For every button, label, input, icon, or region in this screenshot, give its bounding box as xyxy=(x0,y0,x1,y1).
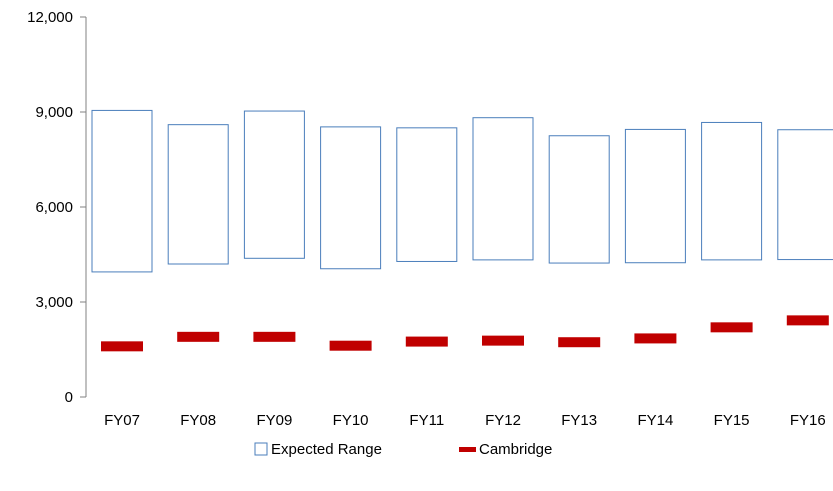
expected-range-bar xyxy=(624,128,686,264)
y-axis: 0 3,000 6,000 9,000 12,000 xyxy=(27,9,87,406)
legend-label-cambridge: Cambridge xyxy=(479,441,552,458)
x-axis: FY07 FY08 FY09 FY10 FY11 FY12 FY13 FY14 FY15 FY16 xyxy=(104,412,826,429)
x-tick-label: FY12 xyxy=(485,412,521,429)
cambridge-marker xyxy=(786,315,829,326)
y-tick-label: 6,000 xyxy=(35,199,73,216)
y-tick-label: 9,000 xyxy=(35,104,73,121)
expected-range-bar xyxy=(320,126,382,270)
legend-swatch-cambridge xyxy=(459,447,476,452)
x-tick-label: FY09 xyxy=(256,412,292,429)
cambridge-marker xyxy=(253,331,296,342)
y-tick-label: 12,000 xyxy=(27,9,73,26)
expected-range-bar xyxy=(472,117,534,261)
legend-label-expected-range: Expected Range xyxy=(271,441,382,458)
cambridge-marker xyxy=(482,335,524,346)
cambridge-marker xyxy=(405,336,448,347)
cambridge-marker xyxy=(710,322,753,333)
cambridge-marker xyxy=(101,341,143,352)
x-tick-label: FY14 xyxy=(637,412,673,429)
legend-swatch-expected-range xyxy=(254,442,268,456)
cambridge-marker xyxy=(558,337,601,348)
cambridge-marker xyxy=(177,331,220,342)
expected-range-bar xyxy=(167,124,229,265)
x-tick-label: FY13 xyxy=(561,412,597,429)
expected-range-bar xyxy=(396,127,458,262)
x-tick-label: FY16 xyxy=(790,412,826,429)
expected-range-bar xyxy=(777,129,833,261)
expected-range-bar xyxy=(548,135,610,264)
x-tick-label: FY11 xyxy=(409,412,444,429)
x-tick-label: FY15 xyxy=(714,412,750,429)
cambridge-series xyxy=(101,315,829,352)
expected-range-series xyxy=(91,109,833,273)
cambridge-marker xyxy=(329,340,372,351)
cambridge-marker xyxy=(634,333,677,344)
x-tick-label: FY07 xyxy=(104,412,140,429)
expected-range-bar xyxy=(243,110,305,259)
expected-range-bar xyxy=(91,109,153,273)
legend: Expected Range Cambridge xyxy=(254,441,552,458)
y-tick-label: 3,000 xyxy=(35,294,73,311)
y-tick-label: 0 xyxy=(65,389,73,406)
x-tick-label: FY08 xyxy=(180,412,216,429)
x-tick-label: FY10 xyxy=(333,412,369,429)
expected-range-bar xyxy=(701,121,763,261)
